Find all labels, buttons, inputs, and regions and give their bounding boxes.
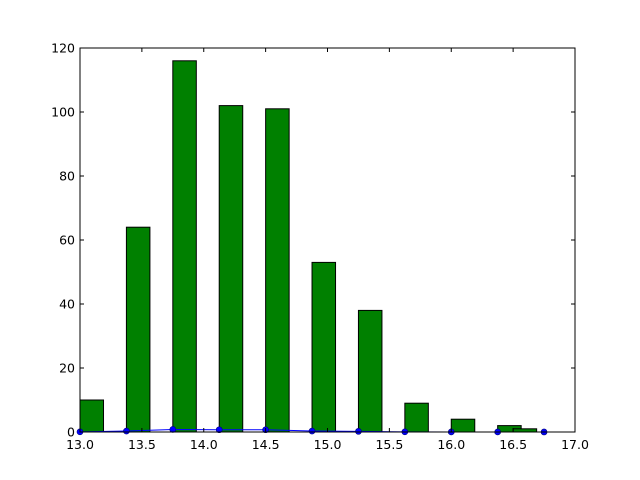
y-tick-label: 40 xyxy=(59,297,75,312)
x-tick-label: 16.5 xyxy=(499,437,527,452)
ticks-layer: 13.0 13.5 14.0 14.5 15.0 15.5 16.0 16.5 17.0 0 20 4… xyxy=(51,41,589,453)
x-tick-label: 14.5 xyxy=(252,437,280,452)
density-point xyxy=(355,428,362,435)
histogram-bar xyxy=(79,399,105,433)
histogram-bar xyxy=(404,402,429,433)
histogram-bar xyxy=(311,261,337,433)
histogram-bar xyxy=(357,309,383,433)
density-point xyxy=(308,427,316,435)
density-point xyxy=(123,427,130,435)
y-tick-label: 100 xyxy=(51,105,75,120)
x-tick-label: 15.5 xyxy=(375,437,403,452)
x-tick-label: 14.0 xyxy=(190,437,218,452)
histogram-bar xyxy=(218,105,244,433)
y-tick-label: 0 xyxy=(67,425,75,440)
y-tick-label: 60 xyxy=(59,233,75,248)
bars-layer xyxy=(79,60,538,433)
y-tick-label: 80 xyxy=(59,169,75,184)
x-tick-label: 13.5 xyxy=(128,437,156,452)
histogram-bar xyxy=(450,418,476,433)
y-tick-label: 20 xyxy=(59,361,75,376)
histogram-bar xyxy=(265,108,290,433)
histogram-bar xyxy=(172,60,197,433)
x-tick-label: 16.0 xyxy=(437,437,465,452)
x-tick-label: 17.0 xyxy=(561,437,589,452)
histogram-bar xyxy=(125,226,151,433)
y-tick-label: 120 xyxy=(51,41,75,56)
density-point xyxy=(215,426,223,434)
x-tick-label: 15.0 xyxy=(314,437,342,452)
x-tick-label: 13.0 xyxy=(66,437,94,452)
